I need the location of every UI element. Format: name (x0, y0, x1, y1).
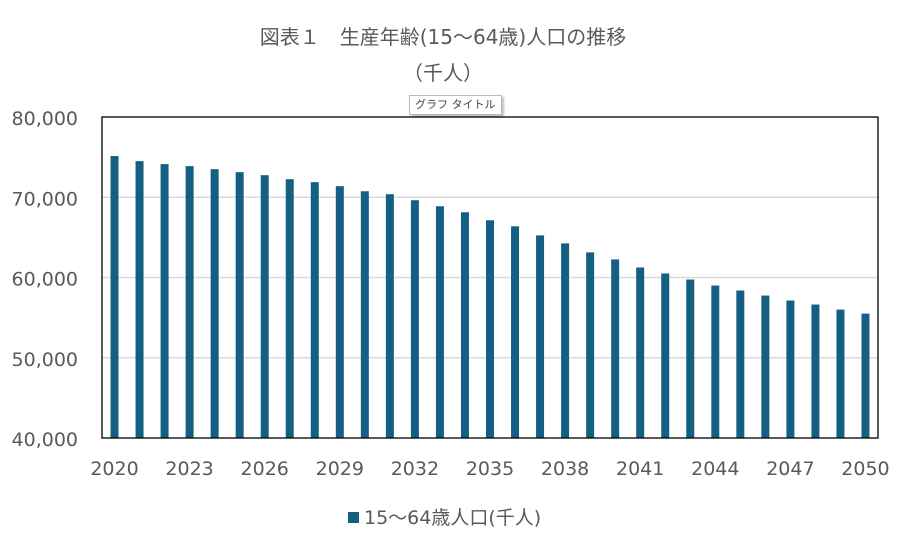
bar-2025[interactable] (235, 172, 244, 438)
y-tick-label: 50,000 (12, 349, 78, 371)
x-tick-label: 2047 (766, 458, 814, 480)
x-tick-label: 2023 (165, 458, 213, 480)
bar-2050[interactable] (861, 313, 870, 438)
y-tick-label: 70,000 (12, 188, 78, 210)
x-tick-label: 2044 (691, 458, 739, 480)
chart-subtitle: （千人） (403, 61, 483, 85)
y-tick-label: 80,000 (12, 108, 78, 130)
bar-2047[interactable] (786, 300, 795, 438)
y-tick-label: 60,000 (12, 269, 78, 291)
legend-swatch (348, 512, 359, 523)
bar-2031[interactable] (385, 194, 394, 438)
bar-2037[interactable] (536, 235, 545, 438)
x-tick-label: 2035 (466, 458, 514, 480)
bar-2038[interactable] (561, 243, 570, 438)
bar-2046[interactable] (761, 295, 770, 438)
bar-2029[interactable] (335, 186, 344, 438)
bar-2036[interactable] (511, 226, 520, 438)
bar-2043[interactable] (686, 279, 695, 438)
bar-2045[interactable] (736, 290, 745, 438)
bar-2023[interactable] (185, 166, 194, 438)
bar-2032[interactable] (410, 200, 419, 438)
legend-label: 15～64歳人口(千人) (364, 507, 541, 529)
x-tick-label: 2038 (541, 458, 589, 480)
plot-area-border[interactable] (101, 116, 879, 439)
bar-2044[interactable] (711, 285, 720, 438)
bar-2035[interactable] (486, 220, 494, 438)
bar-2028[interactable] (310, 182, 319, 438)
bar-2034[interactable] (460, 212, 469, 438)
chart-title-tooltip: グラフ タイトル (409, 95, 502, 115)
legend[interactable]: 15～64歳人口(千人) (348, 507, 541, 529)
bar-2040[interactable] (611, 259, 620, 438)
x-tick-label: 2029 (316, 458, 364, 480)
bar-2026[interactable] (260, 175, 269, 438)
bar-2041[interactable] (636, 267, 645, 438)
bar-2030[interactable] (360, 191, 369, 438)
bar-2020[interactable] (110, 156, 119, 438)
bar-2027[interactable] (285, 179, 294, 438)
bar-2024[interactable] (210, 169, 219, 438)
bar-2048[interactable] (811, 304, 820, 438)
bar-2021[interactable] (135, 161, 144, 438)
bar-2042[interactable] (661, 273, 670, 438)
y-tick-label: 40,000 (12, 429, 78, 451)
x-tick-label: 2050 (841, 458, 889, 480)
bar-2022[interactable] (160, 164, 169, 438)
x-tick-label: 2026 (241, 458, 289, 480)
bar-2033[interactable] (435, 206, 444, 438)
bar-2049[interactable] (836, 309, 845, 438)
bar-2039[interactable] (586, 252, 595, 438)
x-tick-label: 2032 (391, 458, 439, 480)
x-tick-label: 2041 (616, 458, 664, 480)
chart-title[interactable]: 図表１ 生産年齢(15～64歳)人口の推移 (260, 25, 627, 49)
x-tick-label: 2020 (90, 458, 138, 480)
